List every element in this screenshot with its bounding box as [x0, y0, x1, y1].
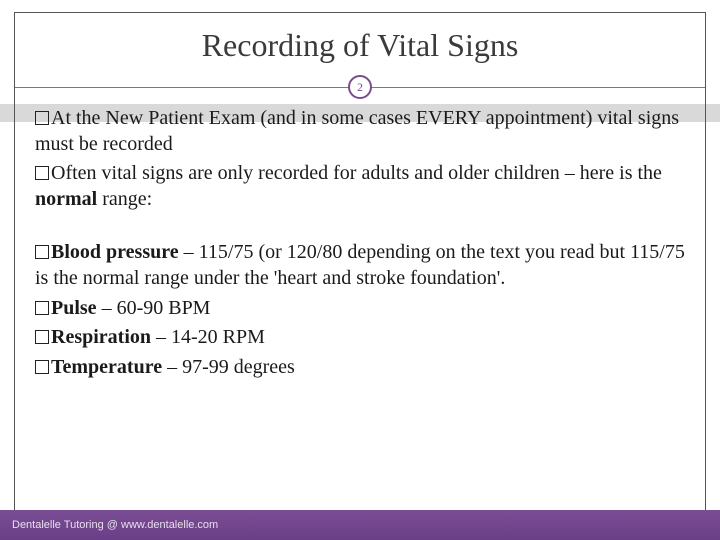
bullet-group-1: At the New Patient Exam (and in some cas… — [35, 106, 685, 212]
bullet-text-run: Blood pressure — [51, 241, 179, 263]
bullet-text-run: normal — [35, 188, 97, 210]
bullet-text-run: Pulse — [51, 297, 97, 319]
bullet-item: Respiration – 14-20 RPM — [35, 325, 685, 351]
checkbox-icon — [35, 166, 49, 180]
bullet-text-run: Temperature — [51, 356, 162, 378]
bullet-text-run: Respiration — [51, 326, 151, 348]
footer-text: Dentalelle Tutoring @ www.dentalelle.com — [12, 519, 218, 531]
bullet-text-run: Often vital signs are only recorded for … — [51, 162, 662, 184]
checkbox-icon — [35, 330, 49, 344]
bullet-text-run: range: — [97, 188, 152, 210]
bullet-text-run: – 97-99 degrees — [162, 356, 295, 378]
bullet-item: Often vital signs are only recorded for … — [35, 161, 685, 212]
spacer — [35, 216, 685, 240]
bullet-item: Blood pressure – 115/75 (or 120/80 depen… — [35, 240, 685, 291]
checkbox-icon — [35, 360, 49, 374]
content-area: At the New Patient Exam (and in some cas… — [35, 106, 685, 380]
divider-row: 2 — [35, 74, 685, 100]
checkbox-icon — [35, 301, 49, 315]
slide-border: Recording of Vital Signs 2 At the New Pa… — [14, 12, 706, 540]
page-number-badge: 2 — [348, 75, 372, 99]
checkbox-icon — [35, 245, 49, 259]
bullet-group-2: Blood pressure – 115/75 (or 120/80 depen… — [35, 240, 685, 380]
bullet-item: At the New Patient Exam (and in some cas… — [35, 106, 685, 157]
slide: Recording of Vital Signs 2 At the New Pa… — [0, 0, 720, 540]
bullet-item: Pulse – 60-90 BPM — [35, 296, 685, 322]
checkbox-icon — [35, 111, 49, 125]
bullet-text-run: – 60-90 BPM — [97, 297, 211, 319]
bullet-item: Temperature – 97-99 degrees — [35, 355, 685, 381]
slide-title: Recording of Vital Signs — [35, 27, 685, 64]
bullet-text-run: – 14-20 RPM — [151, 326, 265, 348]
bullet-text-run: At the New Patient Exam (and in some cas… — [35, 107, 679, 155]
footer-bar: Dentalelle Tutoring @ www.dentalelle.com — [0, 510, 720, 540]
